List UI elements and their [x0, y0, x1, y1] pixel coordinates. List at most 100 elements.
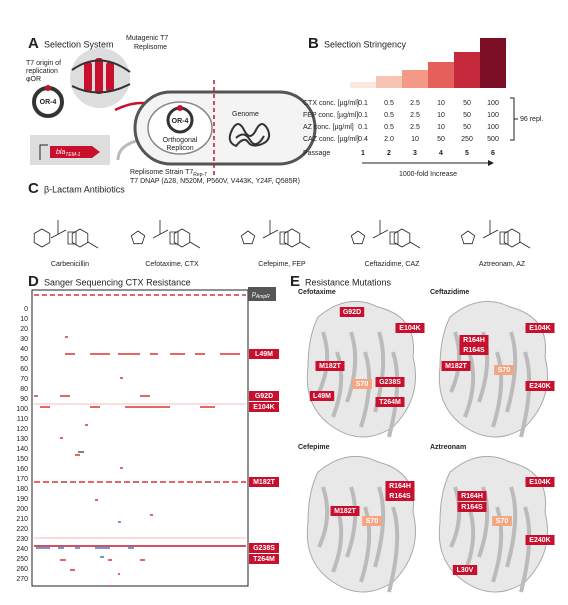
- position-label: 60: [20, 366, 28, 373]
- residue-label: R164H: [389, 483, 411, 490]
- cell: 100: [487, 100, 499, 107]
- proteins: [306, 300, 548, 593]
- residue-label: E104K: [399, 325, 420, 332]
- position-label: 70: [20, 376, 28, 383]
- gene-arrow: [50, 146, 100, 158]
- cell: 10: [437, 124, 445, 131]
- position-label: 260: [16, 566, 28, 573]
- antibiotic-name: Ceftazidime, CAZ: [365, 261, 421, 268]
- position-label: 150: [16, 456, 28, 463]
- mutation-box: [249, 554, 279, 564]
- mutation-label: T264M: [253, 556, 275, 563]
- structure-name: Cefepime: [298, 444, 330, 451]
- mutation-label: E104K: [253, 404, 274, 411]
- origin-label: φOR: [26, 76, 41, 83]
- ribbon: [463, 351, 476, 418]
- mutation-box: [249, 402, 279, 412]
- panel-letter: E: [290, 273, 300, 290]
- residue-box: [441, 361, 471, 371]
- dnap-label: T7 DNAP (Δ28, N520M, P560V, V443K, Y24F,…: [130, 178, 300, 185]
- residue-label: S70: [356, 381, 369, 388]
- panel-title: Sanger Sequencing CTX Resistance: [44, 277, 191, 287]
- mutation-marks: [34, 294, 246, 587]
- residue-label: M182T: [445, 363, 468, 370]
- gene-label: blaTEM-1: [56, 149, 81, 158]
- ribbon: [449, 486, 462, 548]
- residue-box: [525, 381, 555, 391]
- mutation-label: M182T: [253, 479, 276, 486]
- strain-label: Replisome Strain T7Rep-7: [130, 169, 207, 178]
- position-label: 250: [16, 556, 28, 563]
- position-label: 100: [16, 406, 28, 413]
- row-label: CAZ conc. [µg/ml]: [303, 136, 359, 143]
- cell: 0.1: [358, 112, 368, 119]
- position-label: 160: [16, 466, 28, 473]
- position-label: 180: [16, 486, 28, 493]
- sequencing-frame: [31, 289, 249, 587]
- cell: 2.5: [410, 100, 420, 107]
- residue-box: [459, 345, 489, 355]
- residue-label: E240K: [529, 383, 550, 390]
- cell: 3: [413, 150, 417, 157]
- residue-box: [492, 516, 512, 526]
- cell: 10: [411, 136, 419, 143]
- mutation-label: L49M: [255, 351, 273, 358]
- cell: 50: [463, 124, 471, 131]
- panel-title: Resistance Mutations: [305, 277, 392, 287]
- ribbon: [345, 331, 358, 403]
- replisome-label: Replisome: [134, 44, 167, 51]
- ring: [33, 220, 99, 249]
- residue-box: [525, 477, 555, 487]
- row-label: FEP conc. [µg/ml]: [303, 112, 358, 119]
- cell: 2: [387, 150, 391, 157]
- position-label: 0: [24, 306, 28, 313]
- residue-box: [309, 391, 335, 401]
- replicon-bg: [147, 101, 213, 155]
- header-box: [248, 287, 276, 301]
- replicon-label: Orthogonal: [163, 137, 198, 144]
- cell: 50: [437, 136, 445, 143]
- residue-box: [457, 502, 487, 512]
- replisome-icon: [71, 58, 131, 94]
- origin-label: replication: [26, 68, 58, 75]
- cell: 0.5: [384, 124, 394, 131]
- position-label: 20: [20, 326, 28, 333]
- panel-title: β-Lactam Antibiotics: [44, 184, 125, 194]
- ribbon: [387, 506, 400, 593]
- arrow-head: [488, 160, 494, 166]
- strain-subscript: Rep-7: [193, 172, 207, 178]
- position-label: 110: [17, 416, 28, 423]
- antibiotic-name: Aztreonam, AZ: [479, 261, 526, 268]
- structure-name: Ceftazidime: [430, 289, 469, 296]
- mutation-box: [249, 543, 279, 553]
- mutation-box: [249, 477, 279, 487]
- position-label: 200: [16, 506, 28, 513]
- residue-box: [525, 535, 555, 545]
- ring: [350, 220, 421, 249]
- residue-label: R164S: [463, 347, 485, 354]
- structures: [33, 220, 531, 249]
- cell: 2.5: [410, 112, 420, 119]
- row-label: Passage: [303, 150, 330, 157]
- residue-box: [385, 491, 415, 501]
- antibiotic-name: Cefepime, FEP: [258, 261, 306, 268]
- cell: 250: [461, 136, 473, 143]
- cell: 0.1: [358, 100, 368, 107]
- residue-label: S70: [366, 518, 379, 525]
- position-label: 90: [20, 396, 28, 403]
- cell: 0.5: [384, 112, 394, 119]
- ribbon: [505, 486, 518, 568]
- position-label: 30: [20, 336, 28, 343]
- residue-box: [457, 491, 487, 501]
- mutation-box: [249, 349, 279, 359]
- row-label: AZ conc. [µg/ml]: [303, 124, 354, 131]
- ribbon: [505, 331, 518, 413]
- cell: 50: [463, 112, 471, 119]
- residue-box: [330, 506, 360, 516]
- position-label: 80: [20, 386, 28, 393]
- residue-label: G92D: [343, 309, 361, 316]
- cell: 0.1: [358, 124, 368, 131]
- residue-box: [315, 361, 345, 371]
- promoter: [39, 144, 48, 160]
